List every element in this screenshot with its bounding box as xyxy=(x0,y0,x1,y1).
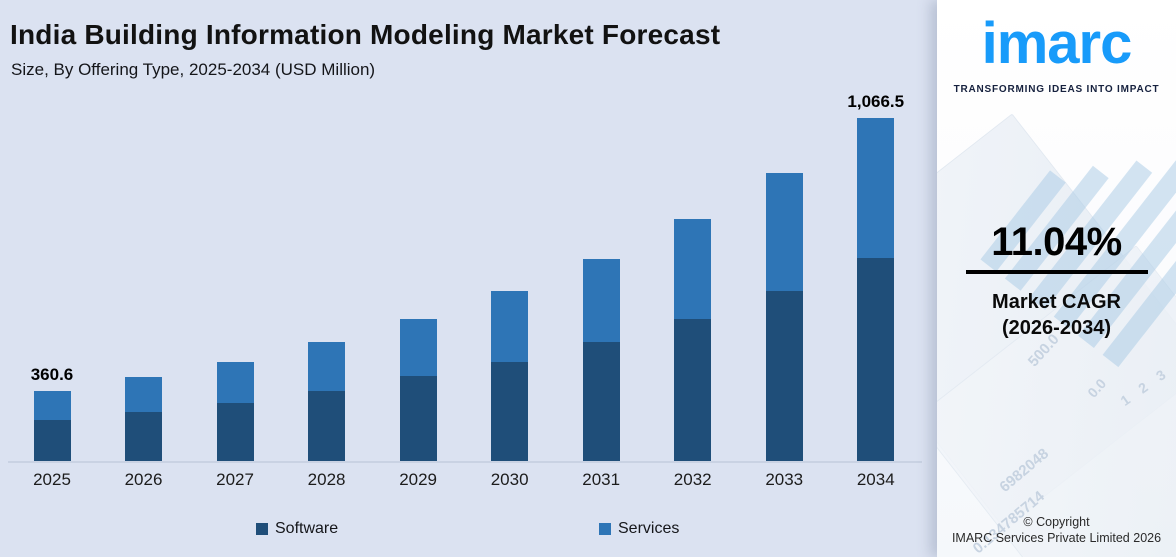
plot-area: 2025 360.6 2026 2027 2028 2029 2030 2031 2032 203… xyxy=(8,91,922,489)
bar-2026-services-segment xyxy=(125,377,163,413)
bar-2034-software-segment xyxy=(857,257,895,461)
legend-item-services: Services xyxy=(599,520,679,538)
imarc-logo: imarc TRANSFORMING IDEAS INTO IMPACT xyxy=(937,6,1176,95)
bar-2030-software-segment xyxy=(491,362,529,461)
data-label-2025: 360.6 xyxy=(30,365,74,385)
brand-panel: 500.0 0.0 1 2 3 4 6982048 0.134785714 im… xyxy=(937,0,1176,557)
copyright-line1: © Copyright xyxy=(1023,515,1090,529)
bar-2031 xyxy=(582,258,620,461)
copyright-line2: IMARC Services Private Limited 2026 xyxy=(951,531,1162,545)
chart-title: India Building Information Modeling Mark… xyxy=(10,19,721,50)
x-axis-label-2030: 2030 xyxy=(490,470,529,489)
cagr-label: Market CAGR xyxy=(992,291,1121,313)
bar-2032 xyxy=(674,219,712,461)
bar-2029 xyxy=(399,318,437,461)
bar-2032-services-segment xyxy=(674,219,712,319)
legend-label-services: Services xyxy=(618,520,680,537)
bar-2034 xyxy=(857,117,895,461)
bar-2030 xyxy=(491,290,529,461)
bar-2033-software-segment xyxy=(765,291,803,461)
x-axis-label-2032: 2032 xyxy=(673,470,712,489)
bar-2026-software-segment xyxy=(125,412,163,461)
bar-2033 xyxy=(765,173,803,461)
bar-2025-services-segment xyxy=(33,391,71,421)
x-axis-label-2034: 2034 xyxy=(856,470,895,489)
chart-panel: India Building Information Modeling Mark… xyxy=(8,19,922,538)
x-axis-label-2025: 2025 xyxy=(33,470,71,489)
x-axis-line xyxy=(8,461,922,463)
bar-2033-services-segment xyxy=(765,173,803,292)
x-axis-label-2033: 2033 xyxy=(765,470,804,489)
bar-2029-software-segment xyxy=(399,375,437,461)
chart-subtitle: Size, By Offering Type, 2025-2034 (USD M… xyxy=(11,60,376,79)
imarc-logo-tagline: TRANSFORMING IDEAS INTO IMPACT xyxy=(953,83,1160,95)
legend-label-software: Software xyxy=(275,520,339,537)
bar-2025-software-segment xyxy=(33,420,71,461)
bar-2031-software-segment xyxy=(582,341,620,461)
cagr-period: (2026-2034) xyxy=(1002,317,1111,339)
services-swatch-icon xyxy=(599,523,611,535)
x-axis-label-2031: 2031 xyxy=(582,470,621,489)
data-label-2034: 1,066.5 xyxy=(847,91,905,111)
x-axis-label-2026: 2026 xyxy=(124,470,163,489)
imarc-logo-text: imarc xyxy=(981,11,1133,76)
bar-2029-services-segment xyxy=(399,318,437,376)
bar-2027 xyxy=(216,362,254,461)
bar-2030-services-segment xyxy=(491,290,529,363)
copyright: © Copyright IMARC Services Private Limit… xyxy=(937,514,1176,546)
bar-2025 xyxy=(33,391,71,461)
bar-2031-services-segment xyxy=(582,258,620,342)
cagr-underline xyxy=(965,270,1148,274)
bar-2027-software-segment xyxy=(216,402,254,461)
cagr-block: 11.04% Market CAGR (2026-2034) xyxy=(937,222,1176,341)
bar-2028-services-segment xyxy=(308,342,346,392)
software-swatch-icon xyxy=(256,523,268,535)
legend-item-software: Software xyxy=(256,520,338,538)
x-axis-label-2029: 2029 xyxy=(399,470,438,489)
bar-2032-software-segment xyxy=(674,318,712,461)
bar-2034-services-segment xyxy=(857,117,895,258)
bar-2028 xyxy=(308,342,346,461)
bar-2026 xyxy=(125,377,163,461)
x-axis-label-2028: 2028 xyxy=(307,470,346,489)
bar-2027-services-segment xyxy=(216,362,254,403)
x-axis-label-2027: 2027 xyxy=(216,470,254,489)
bar-2028-software-segment xyxy=(308,391,346,461)
cagr-value: 11.04% xyxy=(991,220,1122,264)
